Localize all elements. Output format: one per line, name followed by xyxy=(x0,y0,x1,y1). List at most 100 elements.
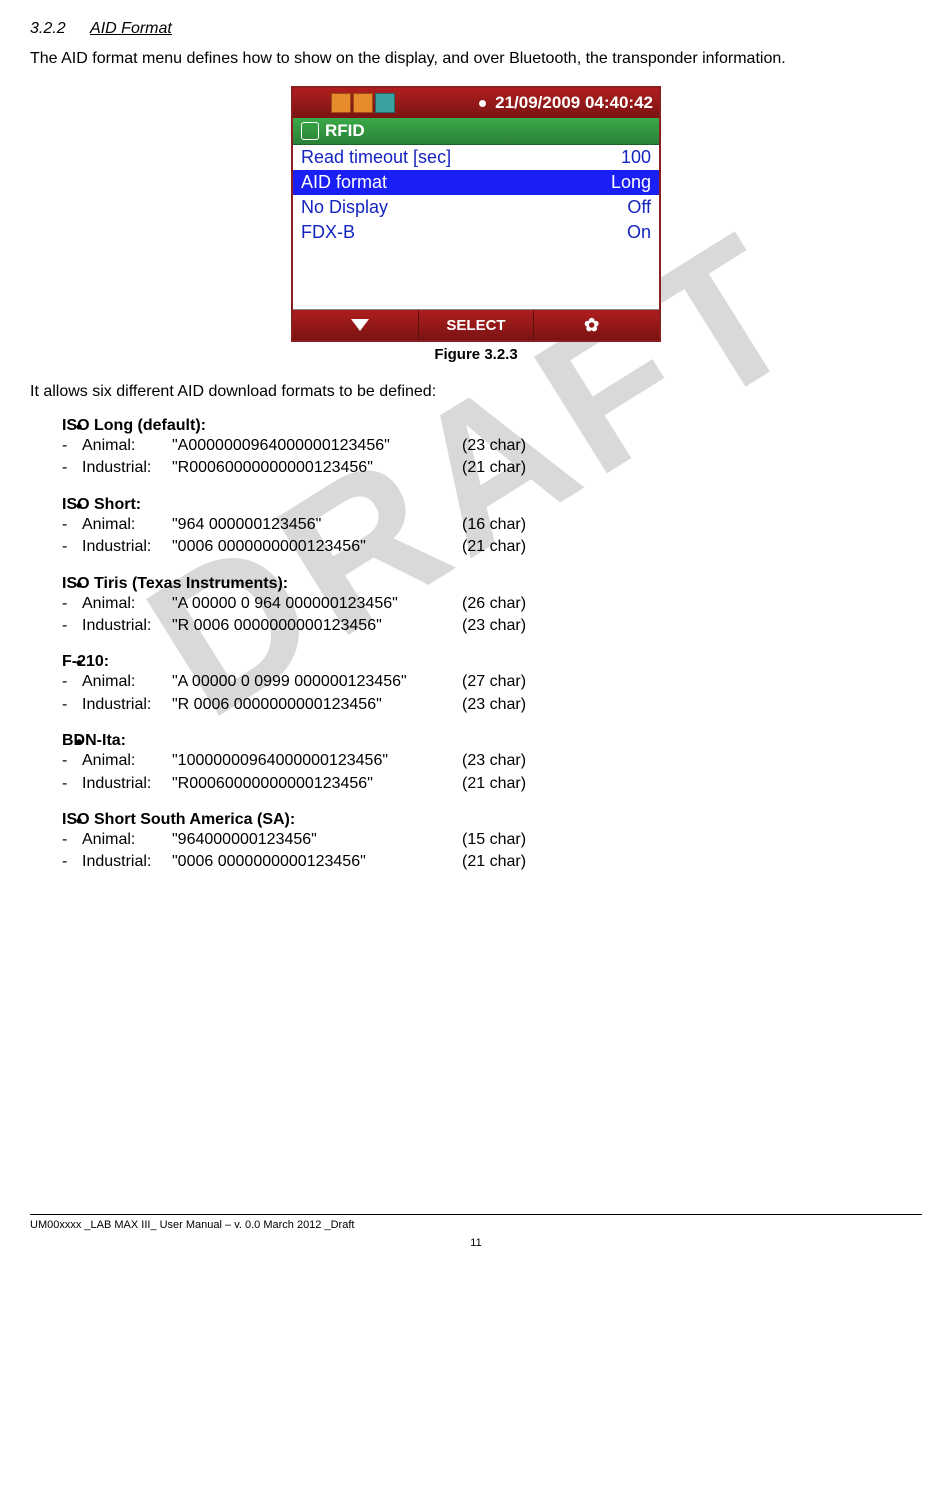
format-section: ISO Short:-Animal:"964 000000123456"(16 … xyxy=(30,496,922,559)
format-title: ISO Short: xyxy=(62,496,922,514)
status-icons xyxy=(299,93,470,113)
formats-intro: It allows six different AID download for… xyxy=(30,383,922,401)
format-chars: (23 char) xyxy=(462,750,562,772)
menu-row-aid-format[interactable]: AID format Long xyxy=(293,170,659,195)
format-value: "A 00000 0 964 000000123456" xyxy=(172,593,462,615)
format-type: Animal: xyxy=(82,435,172,457)
settings-button[interactable]: ✿ xyxy=(534,310,649,340)
menu-list: Read timeout [sec] 100 AID format Long N… xyxy=(293,145,659,310)
format-item-row: -Industrial:"R 0006 0000000000123456"(23… xyxy=(62,615,922,637)
format-chars: (21 char) xyxy=(462,536,562,558)
figure-caption: Figure 3.2.3 xyxy=(30,346,922,363)
format-item-row: -Animal:"964000000123456"(15 char) xyxy=(62,829,922,851)
format-chars: (21 char) xyxy=(462,773,562,795)
format-item-row: -Industrial:"R00060000000000123456"(21 c… xyxy=(62,773,922,795)
format-section: ISO Long (default):-Animal:"A00000009640… xyxy=(30,417,922,480)
menu-value: Long xyxy=(611,172,651,193)
menu-value: 100 xyxy=(621,147,651,168)
dash: - xyxy=(62,829,82,851)
format-type: Industrial: xyxy=(82,457,172,479)
format-section: BDN-Ita:-Animal:"10000000964000000123456… xyxy=(30,732,922,795)
format-item-row: -Industrial:"0006 0000000000123456"(21 c… xyxy=(62,851,922,873)
section-header: 3.2.2 AID Format xyxy=(30,20,922,38)
dash: - xyxy=(62,694,82,716)
format-chars: (15 char) xyxy=(462,829,562,851)
menu-blank-area xyxy=(293,245,659,310)
dash: - xyxy=(62,435,82,457)
format-section: ISO Tiris (Texas Instruments):-Animal:"A… xyxy=(30,575,922,638)
menu-row-fdxb[interactable]: FDX-B On xyxy=(293,220,659,245)
format-value: "964 000000123456" xyxy=(172,514,462,536)
format-value: "R00060000000000123456" xyxy=(172,457,462,479)
dash: - xyxy=(62,593,82,615)
menu-label: Read timeout [sec] xyxy=(301,147,451,168)
format-type: Animal: xyxy=(82,593,172,615)
format-item-row: -Animal:"964 000000123456"(16 char) xyxy=(62,514,922,536)
menu-label: AID format xyxy=(301,172,387,193)
page-number: 11 xyxy=(30,1237,922,1249)
status-icon xyxy=(331,93,351,113)
format-item-row: -Animal:"A 00000 0 0999 000000123456"(27… xyxy=(62,671,922,693)
format-item-row: -Animal:"10000000964000000123456"(23 cha… xyxy=(62,750,922,772)
rfid-header: RFID xyxy=(293,118,659,145)
status-icon xyxy=(353,93,373,113)
format-type: Industrial: xyxy=(82,694,172,716)
format-chars: (21 char) xyxy=(462,457,562,479)
format-title: ISO Tiris (Texas Instruments): xyxy=(62,575,922,593)
format-chars: (21 char) xyxy=(462,851,562,873)
section-title: AID Format xyxy=(90,20,172,37)
format-item-row: -Industrial:"0006 0000000000123456"(21 c… xyxy=(62,536,922,558)
device-bottom-bar: SELECT ✿ xyxy=(293,310,659,340)
format-title: F-210: xyxy=(62,653,922,671)
format-value: "R 0006 0000000000123456" xyxy=(172,694,462,716)
format-value: "0006 0000000000123456" xyxy=(172,536,462,558)
format-title: ISO Short South America (SA): xyxy=(62,811,922,829)
format-value: "964000000123456" xyxy=(172,829,462,851)
format-item-row: -Animal:"A 00000 0 964 000000123456"(26 … xyxy=(62,593,922,615)
format-value: "0006 0000000000123456" xyxy=(172,851,462,873)
rfid-label: RFID xyxy=(325,121,365,141)
bluetooth-icon xyxy=(375,93,395,113)
format-value: "A 00000 0 0999 000000123456" xyxy=(172,671,462,693)
format-chars: (23 char) xyxy=(462,435,562,457)
format-type: Animal: xyxy=(82,514,172,536)
format-chars: (16 char) xyxy=(462,514,562,536)
footer-text: UM00xxxx _LAB MAX III_ User Manual – v. … xyxy=(30,1219,922,1231)
format-type: Animal: xyxy=(82,829,172,851)
dash: - xyxy=(62,851,82,873)
format-item-row: -Industrial:"R00060000000000123456"(21 c… xyxy=(62,457,922,479)
device-screenshot: 21/09/2009 04:40:42 RFID Read timeout [s… xyxy=(291,86,661,342)
dash: - xyxy=(62,773,82,795)
format-section: ISO Short South America (SA):-Animal:"96… xyxy=(30,811,922,874)
menu-value: Off xyxy=(627,197,651,218)
format-item-row: -Animal:"A0000000964000000123456"(23 cha… xyxy=(62,435,922,457)
dash: - xyxy=(62,536,82,558)
format-value: "A0000000964000000123456" xyxy=(172,435,462,457)
format-chars: (26 char) xyxy=(462,593,562,615)
format-chars: (23 char) xyxy=(462,615,562,637)
format-type: Industrial: xyxy=(82,773,172,795)
dash: - xyxy=(62,750,82,772)
section-number: 3.2.2 xyxy=(30,20,66,38)
intro-text: The AID format menu defines how to show … xyxy=(30,50,922,68)
dash: - xyxy=(62,615,82,637)
menu-row-timeout[interactable]: Read timeout [sec] 100 xyxy=(293,145,659,170)
down-button[interactable] xyxy=(303,310,418,340)
format-type: Industrial: xyxy=(82,615,172,637)
separator-dot xyxy=(479,100,486,107)
format-type: Animal: xyxy=(82,750,172,772)
gear-icon: ✿ xyxy=(584,315,599,336)
menu-value: On xyxy=(627,222,651,243)
device-top-bar: 21/09/2009 04:40:42 xyxy=(293,88,659,118)
device-datetime: 21/09/2009 04:40:42 xyxy=(495,93,653,113)
format-type: Animal: xyxy=(82,671,172,693)
format-chars: (23 char) xyxy=(462,694,562,716)
menu-row-no-display[interactable]: No Display Off xyxy=(293,195,659,220)
rfid-icon xyxy=(301,122,319,140)
format-type: Industrial: xyxy=(82,536,172,558)
select-button[interactable]: SELECT xyxy=(418,310,535,340)
dash: - xyxy=(62,457,82,479)
format-value: "10000000964000000123456" xyxy=(172,750,462,772)
arrow-down-icon xyxy=(351,319,369,331)
format-title: ISO Long (default): xyxy=(62,417,922,435)
